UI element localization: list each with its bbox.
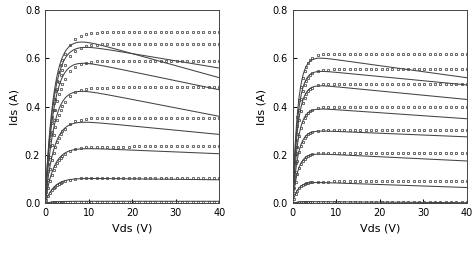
Y-axis label: Ids (A): Ids (A) [9,89,19,125]
Y-axis label: Ids (A): Ids (A) [257,89,267,125]
X-axis label: Vds (V): Vds (V) [112,224,152,234]
X-axis label: Vds (V): Vds (V) [360,224,400,234]
